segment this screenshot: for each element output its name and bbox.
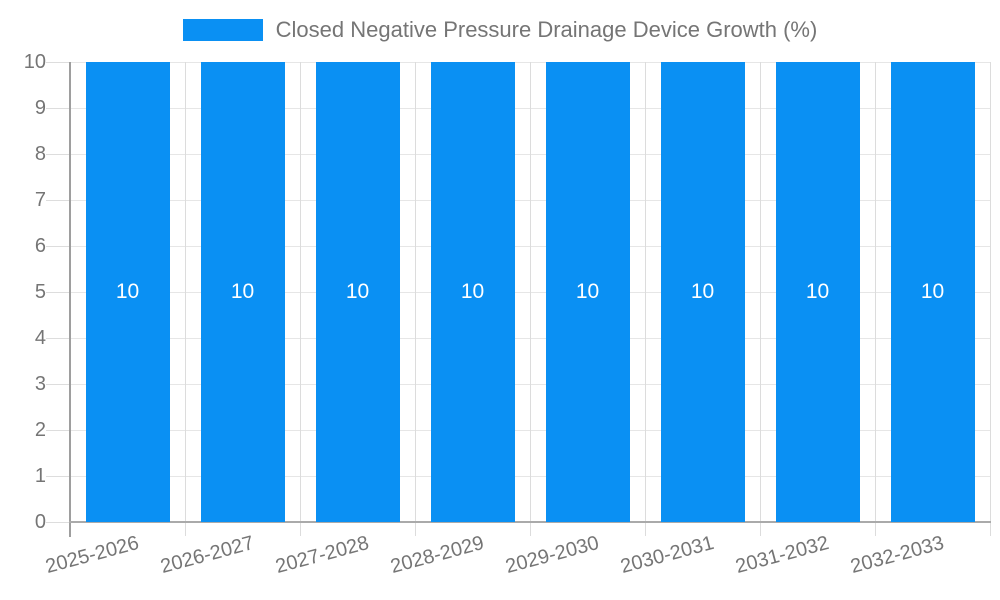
x-gridline bbox=[300, 62, 301, 522]
legend-label: Closed Negative Pressure Drainage Device… bbox=[275, 17, 818, 42]
y-axis-tick-label: 2 bbox=[34, 419, 46, 441]
x-axis-tick-label: 2029-2030 bbox=[503, 532, 602, 579]
x-axis-tick bbox=[645, 522, 646, 536]
x-axis-tick-label: 2028-2029 bbox=[388, 532, 487, 579]
y-axis-tick-label: 0 bbox=[34, 511, 46, 533]
x-gridline bbox=[875, 62, 876, 522]
x-axis-tick-label: 2030-2031 bbox=[618, 532, 717, 579]
legend-swatch-icon bbox=[182, 19, 263, 41]
y-axis-tick bbox=[46, 108, 70, 109]
x-axis-tick-label: 2027-2028 bbox=[273, 532, 372, 579]
bar[interactable]: 10 bbox=[85, 62, 170, 522]
y-axis-tick bbox=[46, 292, 70, 293]
bar-value-label: 10 bbox=[690, 280, 715, 303]
y-axis-tick-label: 10 bbox=[23, 51, 46, 73]
bar[interactable]: 10 bbox=[775, 62, 860, 522]
x-axis-tick bbox=[530, 522, 531, 536]
bar[interactable]: 10 bbox=[660, 62, 745, 522]
y-axis-tick-label: 3 bbox=[34, 373, 46, 395]
y-axis-tick bbox=[46, 200, 70, 201]
x-axis-tick bbox=[415, 522, 416, 536]
x-axis-tick bbox=[185, 522, 186, 536]
x-axis-tick bbox=[990, 522, 991, 536]
y-axis-tick-label: 9 bbox=[34, 97, 46, 119]
y-axis-tick-label: 5 bbox=[34, 281, 46, 303]
y-axis-tick bbox=[46, 384, 70, 385]
y-axis-tick bbox=[46, 430, 70, 431]
bar-value-label: 10 bbox=[920, 280, 945, 303]
bar[interactable]: 10 bbox=[890, 62, 975, 522]
x-axis-line bbox=[69, 521, 991, 523]
legend[interactable]: Closed Negative Pressure Drainage Device… bbox=[0, 12, 1000, 48]
y-axis-tick bbox=[46, 246, 70, 247]
y-axis-tick bbox=[46, 476, 70, 477]
x-gridline bbox=[760, 62, 761, 522]
x-axis-tick-label: 2025-2026 bbox=[43, 532, 142, 579]
x-gridline bbox=[185, 62, 186, 522]
bar[interactable]: 10 bbox=[545, 62, 630, 522]
bar-value-label: 10 bbox=[460, 280, 485, 303]
y-axis-tick-label: 8 bbox=[34, 143, 46, 165]
x-gridline bbox=[415, 62, 416, 522]
bar[interactable]: 10 bbox=[200, 62, 285, 522]
y-axis-tick bbox=[46, 338, 70, 339]
bar[interactable]: 10 bbox=[315, 62, 400, 522]
bar[interactable]: 10 bbox=[430, 62, 515, 522]
x-axis-tick-label: 2026-2027 bbox=[158, 532, 257, 579]
bar-value-label: 10 bbox=[115, 280, 140, 303]
x-axis-tick bbox=[875, 522, 876, 536]
bar-value-label: 10 bbox=[575, 280, 600, 303]
y-axis-line bbox=[69, 62, 71, 537]
x-gridline bbox=[530, 62, 531, 522]
x-axis-tick bbox=[760, 522, 761, 536]
x-gridline bbox=[645, 62, 646, 522]
x-gridline bbox=[990, 62, 991, 522]
x-axis-tick bbox=[300, 522, 301, 536]
bar-value-label: 10 bbox=[805, 280, 830, 303]
y-axis-tick bbox=[46, 154, 70, 155]
y-axis-tick-label: 6 bbox=[34, 235, 46, 257]
y-axis-tick-label: 1 bbox=[34, 465, 46, 487]
bar-value-label: 10 bbox=[230, 280, 255, 303]
y-axis-tick bbox=[46, 522, 70, 523]
bar-value-label: 10 bbox=[345, 280, 370, 303]
x-axis-tick-label: 2031-2032 bbox=[733, 532, 832, 579]
y-axis-tick-label: 4 bbox=[34, 327, 46, 349]
x-axis-tick-label: 2032-2033 bbox=[848, 532, 947, 579]
y-axis-tick bbox=[46, 62, 70, 63]
y-axis-tick-label: 7 bbox=[34, 189, 46, 211]
